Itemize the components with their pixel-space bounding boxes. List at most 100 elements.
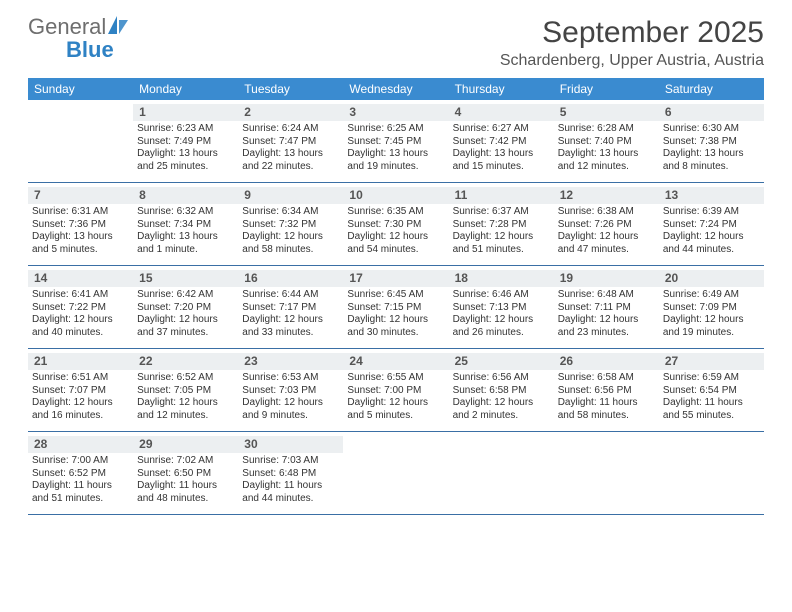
day-cell: 7Sunrise: 6:31 AMSunset: 7:36 PMDaylight… — [28, 187, 133, 265]
day-number: 1 — [133, 104, 238, 121]
sunrise-text: Sunrise: 6:23 AM — [137, 123, 234, 136]
day-number: 4 — [449, 104, 554, 121]
daylight-text: Daylight: 12 hours and 26 minutes. — [453, 314, 550, 339]
daylight-text: Daylight: 12 hours and 54 minutes. — [347, 231, 444, 256]
day-number: 25 — [449, 353, 554, 370]
day-cell: 5Sunrise: 6:28 AMSunset: 7:40 PMDaylight… — [554, 104, 659, 182]
day-cell: 18Sunrise: 6:46 AMSunset: 7:13 PMDayligh… — [449, 270, 554, 348]
daylight-text: Daylight: 12 hours and 23 minutes. — [558, 314, 655, 339]
day-details: Sunrise: 6:52 AMSunset: 7:05 PMDaylight:… — [137, 372, 234, 422]
daylight-text: Daylight: 12 hours and 37 minutes. — [137, 314, 234, 339]
month-title: September 2025 — [500, 16, 764, 50]
sunrise-text: Sunrise: 6:44 AM — [242, 289, 339, 302]
week-row: 14 Sunrise: 6:41 AMSunset: 7:22 PMDayligh… — [28, 270, 764, 349]
day-details: Sunrise: 6:35 AMSunset: 7:30 PMDaylight:… — [347, 206, 444, 256]
sunrise-text: Sunrise: 6:32 AM — [137, 206, 234, 219]
sunset-text: Sunset: 7:42 PM — [453, 136, 550, 149]
brand-name-1: General — [28, 14, 106, 39]
day-cell: 1 Sunrise: 6:23 AMSunset: 7:49 PMDaylight… — [133, 104, 238, 182]
day-cell: 17Sunrise: 6:45 AMSunset: 7:15 PMDayligh… — [343, 270, 448, 348]
sunrise-text: Sunrise: 6:35 AM — [347, 206, 444, 219]
daylight-text: Daylight: 13 hours and 5 minutes. — [32, 231, 129, 256]
dow-cell: Saturday — [659, 82, 764, 96]
sunrise-text: Sunrise: 6:46 AM — [453, 289, 550, 302]
sunset-text: Sunset: 7:13 PM — [453, 302, 550, 315]
day-number: 8 — [133, 187, 238, 204]
day-number: 27 — [659, 353, 764, 370]
sunrise-text: Sunrise: 6:52 AM — [137, 372, 234, 385]
day-details: Sunrise: 6:23 AMSunset: 7:49 PMDaylight:… — [137, 123, 234, 173]
header: General Blue September 2025 Schardenberg… — [28, 16, 764, 70]
daylight-text: Daylight: 12 hours and 2 minutes. — [453, 397, 550, 422]
day-cell: 28Sunrise: 7:00 AMSunset: 6:52 PMDayligh… — [28, 436, 133, 514]
daylight-text: Daylight: 13 hours and 22 minutes. — [242, 148, 339, 173]
week-row: 21Sunrise: 6:51 AMSunset: 7:07 PMDayligh… — [28, 353, 764, 432]
sunrise-text: Sunrise: 7:03 AM — [242, 455, 339, 468]
day-details: Sunrise: 6:28 AMSunset: 7:40 PMDaylight:… — [558, 123, 655, 173]
day-cell: 27Sunrise: 6:59 AMSunset: 6:54 PMDayligh… — [659, 353, 764, 431]
day-details: Sunrise: 6:30 AMSunset: 7:38 PMDaylight:… — [663, 123, 760, 173]
day-cell: 30Sunrise: 7:03 AMSunset: 6:48 PMDayligh… — [238, 436, 343, 514]
daylight-text: Daylight: 12 hours and 58 minutes. — [242, 231, 339, 256]
day-number: 23 — [238, 353, 343, 370]
day-number: 26 — [554, 353, 659, 370]
sunrise-text: Sunrise: 6:37 AM — [453, 206, 550, 219]
sunrise-text: Sunrise: 6:56 AM — [453, 372, 550, 385]
sunset-text: Sunset: 7:22 PM — [32, 302, 129, 315]
daylight-text: Daylight: 12 hours and 33 minutes. — [242, 314, 339, 339]
day-cell: 3Sunrise: 6:25 AMSunset: 7:45 PMDaylight… — [343, 104, 448, 182]
sunset-text: Sunset: 7:47 PM — [242, 136, 339, 149]
sunset-text: Sunset: 6:58 PM — [453, 385, 550, 398]
day-details: Sunrise: 7:02 AMSunset: 6:50 PMDaylight:… — [137, 455, 234, 505]
sunrise-text: Sunrise: 6:39 AM — [663, 206, 760, 219]
sunrise-text: Sunrise: 6:31 AM — [32, 206, 129, 219]
daylight-text: Daylight: 13 hours and 25 minutes. — [137, 148, 234, 173]
daylight-text: Daylight: 12 hours and 40 minutes. — [32, 314, 129, 339]
day-cell — [28, 104, 133, 182]
sunset-text: Sunset: 7:45 PM — [347, 136, 444, 149]
day-number: 9 — [238, 187, 343, 204]
dow-cell: Tuesday — [238, 82, 343, 96]
day-number: 10 — [343, 187, 448, 204]
sunset-text: Sunset: 7:15 PM — [347, 302, 444, 315]
sunset-text: Sunset: 7:32 PM — [242, 219, 339, 232]
day-cell — [554, 436, 659, 514]
daylight-text: Daylight: 12 hours and 12 minutes. — [137, 397, 234, 422]
sunset-text: Sunset: 6:56 PM — [558, 385, 655, 398]
day-cell: 19Sunrise: 6:48 AMSunset: 7:11 PMDayligh… — [554, 270, 659, 348]
day-number: 3 — [343, 104, 448, 121]
sunset-text: Sunset: 7:28 PM — [453, 219, 550, 232]
sunrise-text: Sunrise: 6:58 AM — [558, 372, 655, 385]
daylight-text: Daylight: 11 hours and 48 minutes. — [137, 480, 234, 505]
sunset-text: Sunset: 7:38 PM — [663, 136, 760, 149]
day-details: Sunrise: 6:38 AMSunset: 7:26 PMDaylight:… — [558, 206, 655, 256]
sunrise-text: Sunrise: 7:00 AM — [32, 455, 129, 468]
day-number: 24 — [343, 353, 448, 370]
day-cell: 2Sunrise: 6:24 AMSunset: 7:47 PMDaylight… — [238, 104, 343, 182]
day-details: Sunrise: 6:42 AMSunset: 7:20 PMDaylight:… — [137, 289, 234, 339]
dow-cell: Wednesday — [343, 82, 448, 96]
day-number: 14 — [28, 270, 133, 287]
day-details: Sunrise: 6:48 AMSunset: 7:11 PMDaylight:… — [558, 289, 655, 339]
day-cell: 20 Sunrise: 6:49 AMSunset: 7:09 PMDayligh… — [659, 270, 764, 348]
sunset-text: Sunset: 7:05 PM — [137, 385, 234, 398]
day-number: 22 — [133, 353, 238, 370]
sunset-text: Sunset: 7:49 PM — [137, 136, 234, 149]
sunrise-text: Sunrise: 6:45 AM — [347, 289, 444, 302]
brand-text: General Blue — [28, 16, 128, 62]
day-details: Sunrise: 6:41 AMSunset: 7:22 PMDaylight:… — [32, 289, 129, 339]
sunrise-text: Sunrise: 7:02 AM — [137, 455, 234, 468]
calendar: SundayMondayTuesdayWednesdayThursdayFrid… — [28, 78, 764, 515]
day-details: Sunrise: 6:32 AMSunset: 7:34 PMDaylight:… — [137, 206, 234, 256]
sail-icon — [108, 21, 128, 38]
day-details: Sunrise: 7:03 AMSunset: 6:48 PMDaylight:… — [242, 455, 339, 505]
day-number: 13 — [659, 187, 764, 204]
sunrise-text: Sunrise: 6:59 AM — [663, 372, 760, 385]
dow-cell: Thursday — [449, 82, 554, 96]
daylight-text: Daylight: 12 hours and 9 minutes. — [242, 397, 339, 422]
day-details: Sunrise: 6:49 AMSunset: 7:09 PMDaylight:… — [663, 289, 760, 339]
day-cell: 15Sunrise: 6:42 AMSunset: 7:20 PMDayligh… — [133, 270, 238, 348]
day-number: 20 — [659, 270, 764, 287]
day-cell — [449, 436, 554, 514]
daylight-text: Daylight: 11 hours and 51 minutes. — [32, 480, 129, 505]
